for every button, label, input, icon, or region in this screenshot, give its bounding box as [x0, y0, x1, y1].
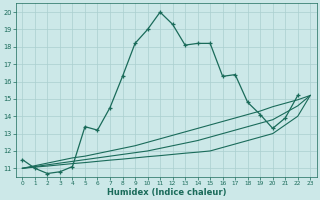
X-axis label: Humidex (Indice chaleur): Humidex (Indice chaleur) — [107, 188, 226, 197]
